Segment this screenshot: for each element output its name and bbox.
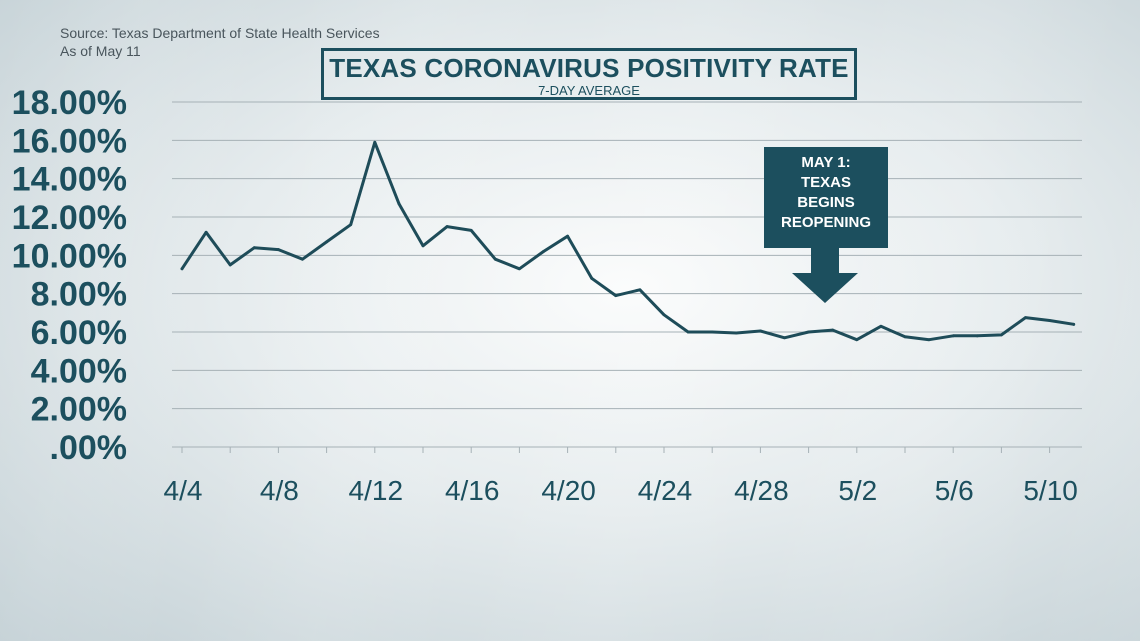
- data-point: [325, 240, 328, 244]
- data-point: [1000, 333, 1003, 337]
- y-tick-label: 12.00%: [12, 199, 127, 237]
- y-tick-label: 6.00%: [31, 314, 127, 352]
- data-point: [614, 294, 618, 297]
- data-point: [903, 335, 907, 339]
- data-point: [421, 244, 425, 248]
- data-point: [180, 267, 184, 271]
- data-point: [397, 202, 401, 205]
- data-point: [277, 248, 280, 251]
- data-point: [951, 334, 955, 338]
- x-tick-label: 5/10: [1023, 475, 1078, 506]
- x-tick-label: 4/12: [349, 475, 404, 506]
- down-arrow-icon: [792, 248, 858, 303]
- data-point: [518, 267, 521, 271]
- y-tick-label: 2.00%: [31, 391, 127, 429]
- y-tick-label: 8.00%: [31, 276, 127, 314]
- data-point: [734, 331, 738, 335]
- x-tick-label: 4/20: [541, 475, 596, 506]
- callout-arrow: [792, 248, 858, 303]
- x-tick-label: 4/8: [260, 475, 299, 506]
- x-tick-label: 5/2: [838, 475, 877, 506]
- data-point: [301, 257, 304, 261]
- data-point: [710, 330, 714, 334]
- data-point: [783, 336, 786, 340]
- data-point: [686, 330, 690, 334]
- chart-title-box: TEXAS CORONAVIRUS POSITIVITY RATE 7-DAY …: [321, 48, 857, 100]
- data-point: [975, 334, 979, 338]
- reopening-callout: MAY 1: TEXAS BEGINS REOPENING: [764, 147, 888, 248]
- data-point: [662, 313, 666, 317]
- x-tick-label: 4/24: [638, 475, 693, 506]
- data-point: [493, 257, 497, 261]
- data-point: [1048, 319, 1051, 322]
- x-tick-label: 4/16: [445, 475, 500, 506]
- y-axis-ticks: 18.00%16.00%14.00%12.00%10.00%8.00%6.00%…: [12, 84, 127, 467]
- data-point: [566, 234, 569, 238]
- as-of-line: As of May 11: [60, 43, 141, 59]
- x-axis-ticks: 4/4 4/8 4/12 4/16 4/20 4/24 4/28 5/2 5/6 5/10: [164, 475, 1078, 506]
- chart-title: TEXAS CORONAVIRUS POSITIVITY RATE: [329, 53, 849, 83]
- data-point: [855, 338, 859, 342]
- data-point: [590, 276, 594, 280]
- data-point: [638, 288, 642, 292]
- data-point: [445, 225, 449, 228]
- x-tick-label: 5/6: [935, 475, 974, 506]
- data-point: [927, 338, 931, 342]
- data-point: [204, 230, 208, 234]
- data-point: [879, 324, 883, 328]
- chart-subtitle: 7-DAY AVERAGE: [538, 83, 640, 98]
- x-tick-label: 4/4: [164, 475, 203, 506]
- data-point: [228, 263, 232, 267]
- source-line: Source: Texas Department of State Health…: [60, 25, 380, 41]
- y-tick-label: 4.00%: [31, 352, 127, 390]
- positivity-rate-line: [180, 140, 1076, 342]
- data-point: [1072, 322, 1076, 326]
- x-tick-label: 4/28: [734, 475, 789, 506]
- data-point: [759, 329, 762, 333]
- y-tick-label: 14.00%: [12, 161, 127, 199]
- data-point: [831, 328, 835, 332]
- y-tick-label: 18.00%: [12, 84, 127, 122]
- callout-line: BEGINS: [797, 194, 855, 211]
- source-note: Source: Texas Department of State Health…: [60, 24, 380, 60]
- gridlines: [172, 101, 1082, 453]
- series-positivity-rate: [180, 140, 1076, 342]
- y-tick-label: .00%: [50, 429, 128, 467]
- y-tick-label: 16.00%: [12, 122, 127, 160]
- callout-line: TEXAS: [800, 174, 851, 191]
- callout-line: MAY 1:: [801, 154, 851, 171]
- data-point: [373, 140, 377, 144]
- data-point: [469, 229, 473, 232]
- data-point: [1024, 316, 1027, 320]
- callout-line: REOPENING: [780, 214, 871, 231]
- data-point: [807, 330, 810, 334]
- data-point: [349, 223, 353, 227]
- data-point: [252, 246, 256, 250]
- y-tick-label: 10.00%: [12, 237, 127, 275]
- data-point: [542, 250, 545, 253]
